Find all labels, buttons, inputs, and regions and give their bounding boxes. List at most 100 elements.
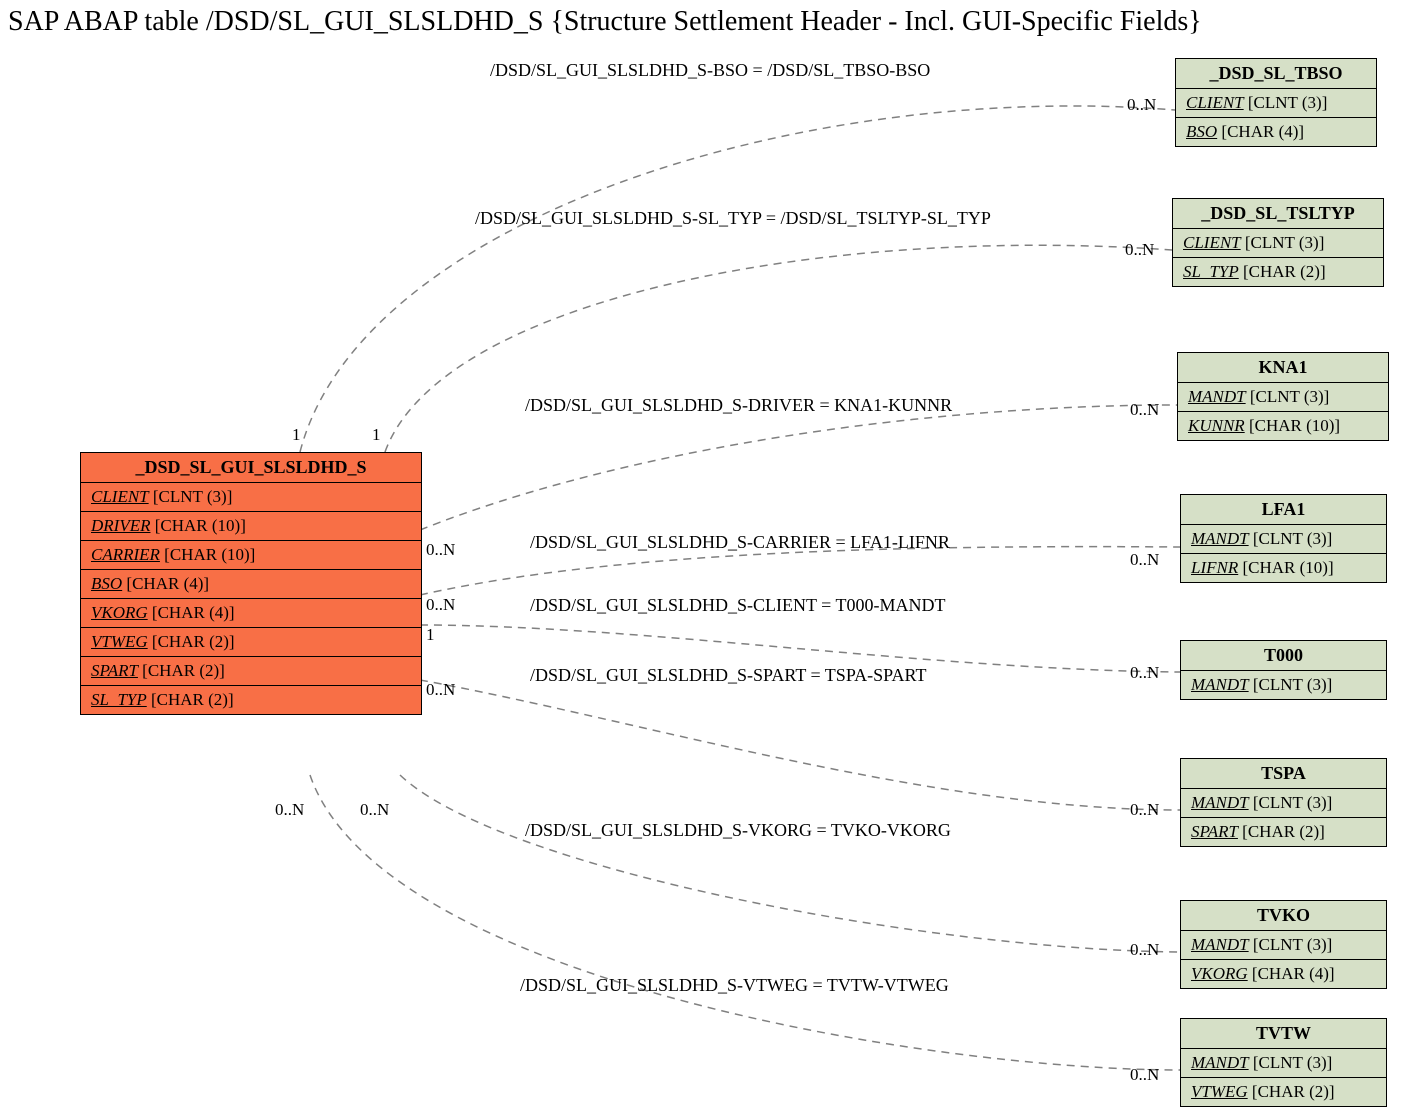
field-type: [CLNT (3)] <box>1249 935 1333 954</box>
field-type: [CLNT (3)] <box>1249 793 1333 812</box>
field-name: SPART <box>91 661 138 680</box>
entity-field: MANDT [CLNT (3)] <box>1181 789 1386 818</box>
field-type: [CLNT (3)] <box>149 487 233 506</box>
field-name: SL_TYP <box>1183 262 1239 281</box>
edge-label: /DSD/SL_GUI_SLSLDHD_S-DRIVER = KNA1-KUNN… <box>525 395 952 416</box>
entity-header: LFA1 <box>1181 495 1386 525</box>
entity-header: TVTW <box>1181 1019 1386 1049</box>
entity-field: MANDT [CLNT (3)] <box>1181 525 1386 554</box>
page-title: SAP ABAP table /DSD/SL_GUI_SLSLDHD_S {St… <box>8 6 1202 38</box>
entity-field: MANDT [CLNT (3)] <box>1181 931 1386 960</box>
field-name: SL_TYP <box>91 690 147 709</box>
field-type: [CHAR (2)] <box>138 661 225 680</box>
field-name: SPART <box>1191 822 1238 841</box>
source-cardinality: 1 <box>426 625 435 645</box>
target-cardinality: 0..N <box>1130 1065 1159 1085</box>
entity-field: LIFNR [CHAR (10)] <box>1181 554 1386 582</box>
entity-field: BSO [CHAR (4)] <box>1176 118 1376 146</box>
entity-header: _DSD_SL_TBSO <box>1176 59 1376 89</box>
field-type: [CHAR (4)] <box>1217 122 1304 141</box>
field-name: MANDT <box>1191 935 1249 954</box>
field-name: VTWEG <box>91 632 148 651</box>
entity-field: SL_TYP [CHAR (2)] <box>81 686 421 714</box>
entity-field: CARRIER [CHAR (10)] <box>81 541 421 570</box>
target-entity: TVTWMANDT [CLNT (3)]VTWEG [CHAR (2)] <box>1180 1018 1387 1107</box>
field-type: [CLNT (3)] <box>1249 1053 1333 1072</box>
entity-field: CLIENT [CLNT (3)] <box>1176 89 1376 118</box>
edge-label: /DSD/SL_GUI_SLSLDHD_S-CARRIER = LFA1-LIF… <box>530 532 950 553</box>
source-cardinality: 0..N <box>426 595 455 615</box>
field-type: [CHAR (2)] <box>148 632 235 651</box>
field-type: [CHAR (2)] <box>1239 262 1326 281</box>
entity-header: KNA1 <box>1178 353 1388 383</box>
field-name: CLIENT <box>1186 93 1244 112</box>
target-entity: _DSD_SL_TBSOCLIENT [CLNT (3)]BSO [CHAR (… <box>1175 58 1377 147</box>
entity-field: DRIVER [CHAR (10)] <box>81 512 421 541</box>
entity-field: CLIENT [CLNT (3)] <box>81 483 421 512</box>
field-type: [CLNT (3)] <box>1241 233 1325 252</box>
target-entity: KNA1MANDT [CLNT (3)]KUNNR [CHAR (10)] <box>1177 352 1389 441</box>
source-cardinality: 0..N <box>426 540 455 560</box>
entity-field: KUNNR [CHAR (10)] <box>1178 412 1388 440</box>
entity-header: _DSD_SL_GUI_SLSLDHD_S <box>81 453 421 483</box>
relationship-edge <box>385 245 1172 452</box>
target-entity: _DSD_SL_TSLTYPCLIENT [CLNT (3)]SL_TYP [C… <box>1172 198 1384 287</box>
field-name: CLIENT <box>1183 233 1241 252</box>
field-name: BSO <box>1186 122 1217 141</box>
target-cardinality: 0..N <box>1130 940 1159 960</box>
field-name: CLIENT <box>91 487 149 506</box>
target-cardinality: 0..N <box>1130 400 1159 420</box>
target-cardinality: 0..N <box>1127 95 1156 115</box>
field-name: CARRIER <box>91 545 160 564</box>
target-cardinality: 0..N <box>1130 800 1159 820</box>
target-cardinality: 0..N <box>1125 240 1154 260</box>
field-name: VTWEG <box>1191 1082 1248 1101</box>
relationship-edge <box>400 775 1180 952</box>
edge-label: /DSD/SL_GUI_SLSLDHD_S-CLIENT = T000-MAND… <box>530 595 946 616</box>
entity-header: TSPA <box>1181 759 1386 789</box>
field-name: LIFNR <box>1191 558 1238 577</box>
field-name: MANDT <box>1191 1053 1249 1072</box>
field-name: KUNNR <box>1188 416 1245 435</box>
source-cardinality: 0..N <box>275 800 304 820</box>
entity-field: MANDT [CLNT (3)] <box>1181 671 1386 699</box>
source-entity: _DSD_SL_GUI_SLSLDHD_SCLIENT [CLNT (3)]DR… <box>80 452 422 715</box>
target-entity: TVKOMANDT [CLNT (3)]VKORG [CHAR (4)] <box>1180 900 1387 989</box>
field-type: [CHAR (4)] <box>122 574 209 593</box>
entity-field: BSO [CHAR (4)] <box>81 570 421 599</box>
source-cardinality: 0..N <box>426 680 455 700</box>
field-type: [CLNT (3)] <box>1246 387 1330 406</box>
source-cardinality: 1 <box>372 425 381 445</box>
source-cardinality: 1 <box>292 425 301 445</box>
field-type: [CLNT (3)] <box>1249 675 1333 694</box>
target-entity: LFA1MANDT [CLNT (3)]LIFNR [CHAR (10)] <box>1180 494 1387 583</box>
entity-header: T000 <box>1181 641 1386 671</box>
field-type: [CLNT (3)] <box>1249 529 1333 548</box>
entity-field: VKORG [CHAR (4)] <box>81 599 421 628</box>
entity-field: SPART [CHAR (2)] <box>1181 818 1386 846</box>
entity-field: VKORG [CHAR (4)] <box>1181 960 1386 988</box>
field-name: DRIVER <box>91 516 150 535</box>
field-type: [CHAR (10)] <box>160 545 255 564</box>
field-name: MANDT <box>1191 529 1249 548</box>
entity-field: VTWEG [CHAR (2)] <box>81 628 421 657</box>
entity-field: MANDT [CLNT (3)] <box>1181 1049 1386 1078</box>
target-entity: TSPAMANDT [CLNT (3)]SPART [CHAR (2)] <box>1180 758 1387 847</box>
field-name: BSO <box>91 574 122 593</box>
field-type: [CHAR (2)] <box>1248 1082 1335 1101</box>
field-type: [CLNT (3)] <box>1244 93 1328 112</box>
entity-field: MANDT [CLNT (3)] <box>1178 383 1388 412</box>
edge-label: /DSD/SL_GUI_SLSLDHD_S-VKORG = TVKO-VKORG <box>525 820 951 841</box>
target-cardinality: 0..N <box>1130 550 1159 570</box>
field-type: [CHAR (10)] <box>1238 558 1333 577</box>
field-name: MANDT <box>1191 793 1249 812</box>
entity-header: TVKO <box>1181 901 1386 931</box>
edge-label: /DSD/SL_GUI_SLSLDHD_S-SL_TYP = /DSD/SL_T… <box>475 208 991 229</box>
edge-label: /DSD/SL_GUI_SLSLDHD_S-VTWEG = TVTW-VTWEG <box>520 975 949 996</box>
entity-field: CLIENT [CLNT (3)] <box>1173 229 1383 258</box>
source-cardinality: 0..N <box>360 800 389 820</box>
field-type: [CHAR (2)] <box>147 690 234 709</box>
field-type: [CHAR (10)] <box>150 516 245 535</box>
target-cardinality: 0..N <box>1130 663 1159 683</box>
target-entity: T000MANDT [CLNT (3)] <box>1180 640 1387 700</box>
